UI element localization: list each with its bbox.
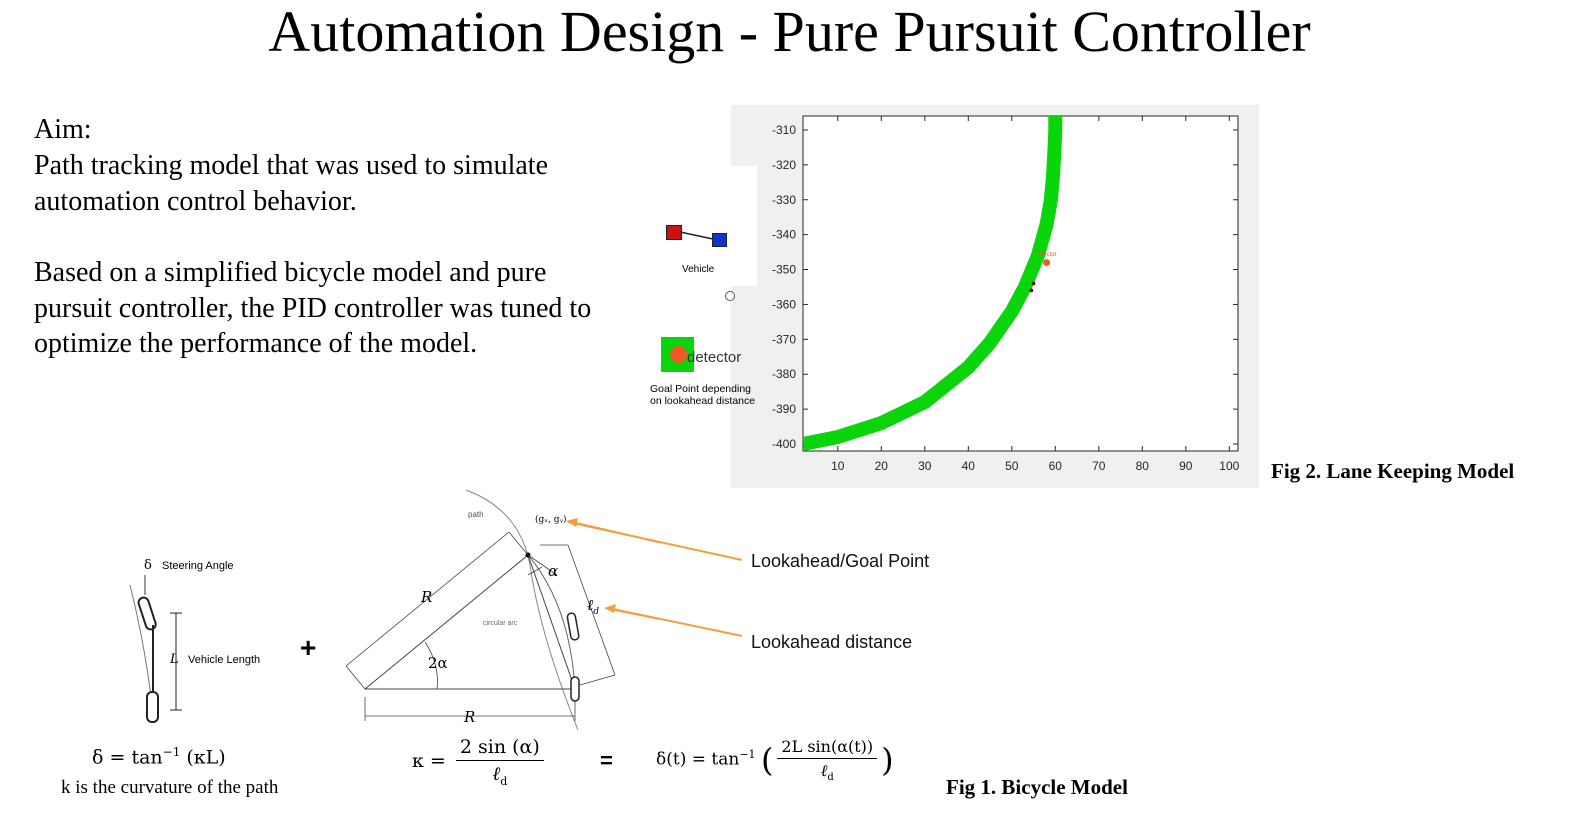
- lookahead-symbol: ℓd: [587, 596, 599, 617]
- delta-lhs: δ(t) = tan: [656, 749, 740, 770]
- aim-line-2: automation control behavior.: [34, 186, 357, 217]
- delta-exp: −1: [739, 747, 756, 761]
- path-curve: [465, 489, 579, 731]
- lane-keeping-plot: 10 20 30 40 50 60 70 80 90 100 -310 -320 -330 -340 -35…: [772, 115, 1240, 473]
- kappa-denominator: ℓd: [456, 761, 544, 788]
- alpha-label: α: [548, 562, 559, 580]
- delta-denominator: ℓd: [777, 759, 877, 783]
- two-alpha-label: 2α: [428, 654, 448, 672]
- ld-symbol: ℓ: [587, 596, 594, 614]
- goal-point-label-1: Goal Point depending: [650, 383, 751, 395]
- y-tick-label: -370: [772, 332, 796, 346]
- formula1-exp: −1: [162, 745, 181, 759]
- kappa-fraction: 2 sin (α) ℓd: [455, 736, 544, 788]
- x-tick-label: 10: [831, 459, 845, 473]
- goal-coord-label: (gₓ, gᵧ): [535, 515, 567, 525]
- vehicle-rear-icon: [712, 233, 727, 247]
- y-tick-label: -350: [772, 263, 796, 277]
- x-tick-label: 100: [1219, 459, 1239, 473]
- x-tick-label: 70: [1092, 459, 1106, 473]
- kappa-numerator: 2 sin (α): [455, 736, 544, 761]
- delta-numerator: 2L sin(α(t)): [777, 737, 878, 759]
- length-label: Vehicle Length: [188, 654, 261, 666]
- x-tick-label: 80: [1136, 459, 1150, 473]
- pp-rear-wheel: [570, 676, 580, 702]
- delta-formula: δ(t) = tan−1 ( 2L sin(α(t)) ℓd ): [656, 737, 894, 783]
- formula1-rhs: (κL): [180, 746, 226, 769]
- x-tick-label: 40: [962, 459, 976, 473]
- right-paren: ): [881, 741, 894, 780]
- delta-den-sub: d: [827, 772, 834, 784]
- y-tick-label: -340: [772, 228, 796, 242]
- lookahead-line: [527, 554, 576, 690]
- x-tick-label: 20: [875, 459, 889, 473]
- y-tick-label: -360: [772, 297, 796, 311]
- vehicle-point: [1029, 288, 1034, 293]
- radius-line-1: [364, 554, 529, 690]
- ld-subscript: d: [593, 607, 600, 617]
- formula1-lhs: δ = tan: [92, 746, 163, 769]
- callout-lines: [567, 521, 743, 637]
- delta-den-symbol: ℓ: [820, 761, 828, 780]
- detector-icon: [670, 346, 687, 363]
- fig2-caption: Fig 2. Lane Keeping Model: [1271, 459, 1515, 483]
- x-tick-label: 90: [1179, 459, 1193, 473]
- vehicle-point: [1031, 281, 1036, 286]
- goal-point-label-2: on lookahead distance: [650, 395, 756, 407]
- y-tick-label: -310: [772, 123, 796, 137]
- vehicle-link-icon: [679, 231, 714, 240]
- curvature-note: k is the curvature of the path: [61, 777, 279, 798]
- kappa-lhs: κ =: [412, 749, 446, 772]
- y-tick-label: -390: [772, 402, 796, 416]
- detector-point: [1043, 259, 1051, 267]
- front-wheel: [137, 596, 157, 631]
- steering-symbol: δ: [144, 558, 152, 573]
- description-line-2: pursuit controller, the PID controller w…: [34, 293, 592, 324]
- kappa-den-symbol: ℓ: [492, 763, 501, 785]
- vehicle-label: Vehicle: [682, 264, 715, 275]
- x-tick-label: 30: [918, 459, 932, 473]
- plus-sign: +: [300, 632, 317, 663]
- steering-label: Steering Angle: [162, 560, 234, 572]
- description-line-3: optimize the performance of the model.: [34, 328, 478, 359]
- detector-label: detector: [687, 349, 742, 366]
- y-tick-label: -380: [772, 367, 796, 381]
- lane-path-series: [803, 116, 1063, 451]
- aim-line-1: Path tracking model that was used to sim…: [34, 150, 549, 181]
- x-tick-label: 60: [1049, 459, 1063, 473]
- y-tick-label: -320: [772, 158, 796, 172]
- delta-fraction: 2L sin(α(t)) ℓd: [777, 737, 878, 783]
- length-symbol: L: [170, 652, 179, 667]
- rear-wheel: [146, 691, 159, 723]
- equals-sign: =: [600, 748, 613, 773]
- kappa-formula: κ = 2 sin (α) ℓd: [412, 736, 548, 788]
- y-tick-label: -330: [772, 193, 796, 207]
- left-paren: (: [760, 741, 774, 780]
- kappa-den-sub: d: [500, 774, 508, 788]
- bicycle-diagram: [129, 489, 660, 731]
- lookahead-distance-callout: Lookahead distance: [751, 632, 913, 652]
- steering-formula: δ = tan−1 (κL): [92, 745, 226, 768]
- description-line-1: Based on a simplified bicycle model and …: [34, 257, 547, 288]
- plot-detector-label: detector: [1035, 252, 1057, 258]
- fig1-caption: Fig 1. Bicycle Model: [946, 775, 1128, 799]
- page-title: Automation Design - Pure Pursuit Control…: [268, 0, 1311, 64]
- radius-label-lower: R: [464, 708, 476, 726]
- aim-heading: Aim:: [34, 114, 92, 145]
- circular-arc-label: circular arc: [483, 620, 518, 627]
- path-label: path: [468, 510, 484, 519]
- x-tick-label: 50: [1005, 459, 1019, 473]
- radius-label-upper: R: [421, 588, 433, 606]
- pp-front-wheel: [566, 612, 580, 641]
- goal-point-callout: Lookahead/Goal Point: [751, 551, 930, 571]
- side-strip: [730, 166, 757, 286]
- y-tick-label: -400: [772, 437, 796, 451]
- handle-circle-icon: [725, 291, 735, 301]
